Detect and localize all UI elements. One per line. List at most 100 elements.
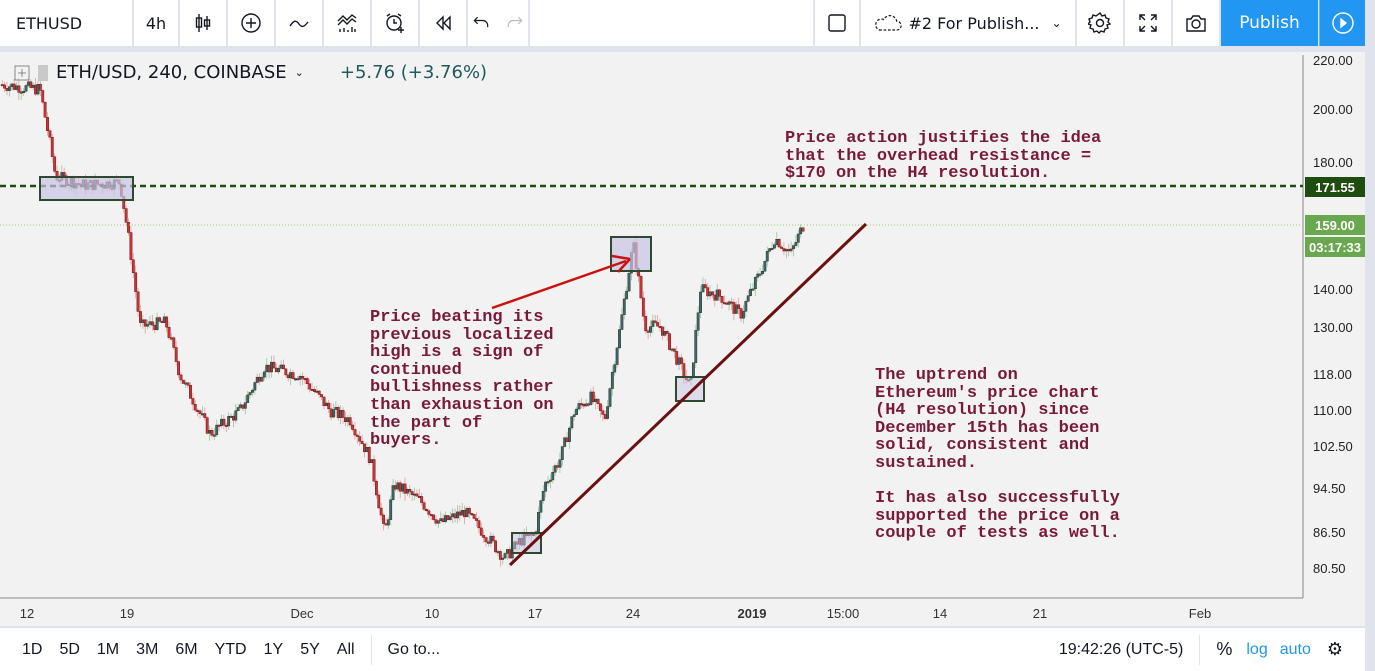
candle — [599, 403, 602, 411]
candle — [467, 508, 471, 514]
candle — [568, 427, 571, 442]
symbol-flag-icon — [38, 64, 48, 81]
clock[interactable]: 19:42:26 (UTC-5) — [1058, 640, 1184, 658]
goto-button[interactable]: Go to... — [387, 640, 441, 658]
range-3m[interactable]: 3M — [136, 640, 159, 658]
camera-icon[interactable] — [1173, 0, 1219, 46]
range-1d[interactable]: 1D — [22, 640, 43, 658]
candle — [377, 494, 381, 509]
percent-toggle[interactable]: % — [1216, 639, 1233, 659]
gear-icon[interactable] — [1077, 0, 1123, 46]
collapse-legend-icon[interactable] — [14, 65, 30, 81]
candle — [782, 248, 786, 252]
candle — [127, 222, 130, 233]
candle — [24, 85, 28, 92]
candle — [584, 403, 588, 407]
candle — [346, 417, 350, 422]
candle — [413, 493, 416, 496]
candle — [758, 273, 762, 276]
candle — [541, 491, 545, 501]
candle — [656, 322, 660, 327]
log-toggle[interactable]: log — [1246, 640, 1268, 658]
consolidation-box[interactable] — [39, 176, 134, 201]
auto-toggle[interactable]: auto — [1279, 640, 1311, 658]
rectangle-icon[interactable] — [815, 0, 859, 46]
candle — [594, 398, 598, 402]
annotation-breakout[interactable]: Price beating its previous localized high … — [370, 309, 554, 450]
time-label: 10 — [424, 606, 440, 621]
range-all[interactable]: All — [336, 640, 355, 658]
arrow-to-high[interactable] — [491, 254, 631, 310]
line-style-icon[interactable] — [276, 0, 322, 46]
play-icon[interactable] — [1319, 0, 1365, 46]
trend-test-box-1[interactable] — [511, 532, 542, 554]
candle — [546, 481, 550, 484]
candle — [606, 406, 609, 419]
candle — [503, 553, 507, 559]
fullscreen-icon[interactable] — [1125, 0, 1171, 46]
chevron-down-icon[interactable]: ⌄ — [294, 66, 304, 79]
candle — [591, 391, 595, 402]
legend-title[interactable]: ETH/USD, 240, COINBASE — [56, 62, 287, 83]
annotation-line: buyers. — [370, 431, 442, 451]
candle — [694, 330, 698, 363]
annotation-resistance[interactable]: Price action justifies the idea that the … — [785, 130, 1101, 183]
candle — [615, 347, 619, 365]
candle — [563, 437, 567, 447]
candles-icon[interactable] — [180, 0, 226, 46]
range-5d[interactable]: 5D — [59, 640, 80, 658]
local-high-box[interactable] — [610, 236, 652, 272]
candle — [170, 337, 173, 340]
candle — [367, 447, 371, 464]
uptrend-line[interactable] — [508, 222, 868, 567]
publish-button[interactable]: Publish — [1221, 0, 1318, 46]
layout-selector[interactable]: #2 For Publish... ⌄ — [861, 0, 1075, 46]
candle — [501, 557, 505, 560]
candle — [742, 311, 745, 319]
candle — [148, 321, 152, 325]
undo-icon[interactable] — [471, 11, 491, 35]
candle — [789, 248, 793, 252]
alert-icon[interactable] — [372, 0, 418, 46]
range-6m[interactable]: 6M — [175, 640, 198, 658]
range-1y[interactable]: 1Y — [263, 640, 284, 658]
toolbar-spacer — [530, 0, 813, 46]
candle — [465, 508, 469, 518]
candle — [296, 378, 300, 381]
candle — [470, 513, 474, 516]
candle — [415, 493, 419, 497]
gear-icon[interactable]: ⚙ — [1326, 639, 1343, 659]
candle — [718, 289, 721, 297]
candle — [508, 549, 512, 559]
candle — [429, 514, 433, 517]
range-5y[interactable]: 5Y — [300, 640, 320, 658]
interval-button[interactable]: 4h — [134, 0, 178, 46]
time-label: Dec — [290, 606, 314, 621]
candle — [3, 84, 6, 89]
add-indicator-icon[interactable] — [228, 0, 274, 46]
candle — [351, 424, 354, 430]
candle — [706, 287, 710, 297]
replay-icon[interactable] — [420, 0, 466, 46]
annotation-uptrend[interactable]: The uptrend on Ethereum's price chart (H4 … — [875, 367, 1120, 543]
trend-test-box-2[interactable] — [675, 376, 705, 402]
indicators-icon[interactable] — [324, 0, 370, 46]
range-1m[interactable]: 1M — [96, 640, 120, 658]
candle — [751, 288, 755, 291]
range-ytd[interactable]: YTD — [214, 640, 247, 658]
chart-panel[interactable] — [0, 52, 1365, 626]
candle — [560, 446, 564, 460]
price-label: 94.50 — [1313, 481, 1346, 496]
candle — [282, 364, 285, 370]
candle — [320, 394, 323, 398]
candle — [434, 519, 438, 524]
candle — [34, 84, 37, 95]
redo-icon[interactable] — [505, 11, 525, 35]
candle — [227, 416, 231, 427]
candle — [670, 348, 674, 351]
symbol-search[interactable]: ETHUSD — [0, 0, 132, 46]
candle — [155, 317, 159, 330]
candle — [649, 326, 652, 333]
candle — [22, 91, 26, 93]
